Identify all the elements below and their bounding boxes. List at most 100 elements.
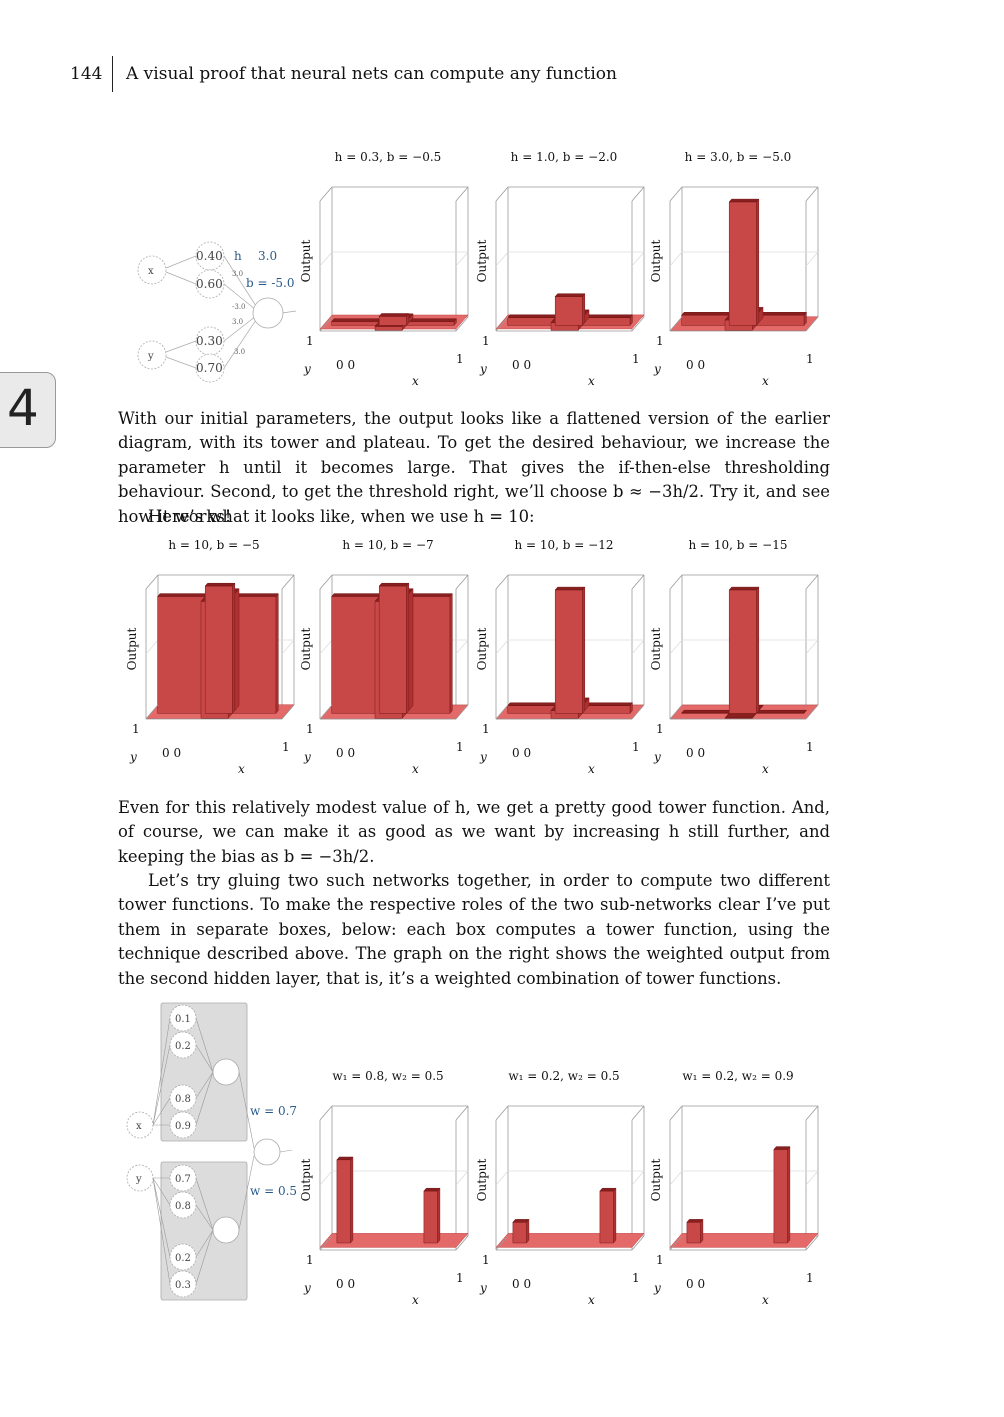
- y-tick-1: 1: [482, 722, 490, 736]
- chapter-tab-number: 4: [7, 379, 39, 437]
- input-x-label: x: [136, 1121, 142, 1132]
- z-axis-label: Output: [475, 240, 489, 283]
- network-diagram-1: x y 0.400.600.300.70 h 3.0 b = -5.0 3.0 …: [137, 241, 297, 383]
- surface: [669, 198, 819, 331]
- x-axis-label: x: [762, 762, 769, 776]
- y-axis-label: y: [303, 1281, 311, 1295]
- origin-ticks: 0 0: [162, 746, 181, 760]
- plot-title: h = 10, b = −15: [689, 538, 788, 552]
- output-node: [252, 297, 284, 329]
- input-node-x: [126, 1111, 154, 1139]
- x-axis-label: x: [588, 374, 595, 388]
- hidden-node: [169, 1164, 197, 1192]
- figure-3: x y 0.1 0.2 0.8 0.9 0.7 0.8 0.2 0.3 w = 0.7 w =…: [126, 1002, 819, 1307]
- hidden-node-label: 0.2: [175, 1041, 191, 1052]
- z-axis-label: Output: [299, 628, 313, 671]
- plot-3d: w₁ = 0.2, w₂ = 0.5 Output 1 y 0 0 1 x: [475, 1069, 645, 1307]
- y-tick-1: 1: [656, 334, 664, 348]
- y-tick-1: 1: [306, 722, 314, 736]
- network-diagram-2: x y 0.1 0.2 0.8 0.9 0.7 0.8 0.2 0.3 w = 0.7 w =…: [126, 1002, 297, 1301]
- x-tick-1: 1: [632, 1271, 640, 1285]
- plot-title: h = 0.3, b = −0.5: [335, 150, 442, 164]
- input-node-x: [137, 255, 167, 285]
- plot-title: h = 10, b = −5: [168, 538, 259, 552]
- origin-ticks: 0 0: [686, 358, 705, 372]
- plot-title: w₁ = 0.8, w₂ = 0.5: [332, 1069, 443, 1083]
- hidden-node: [169, 1191, 197, 1219]
- y-tick-1: 1: [306, 334, 314, 348]
- w2-label: w = 0.5: [250, 1184, 297, 1198]
- surface: [319, 582, 469, 720]
- z-axis-label: Output: [649, 240, 663, 283]
- surface: [495, 293, 645, 331]
- h-value: 3.0: [258, 249, 277, 263]
- origin-ticks: 0 0: [336, 746, 355, 760]
- hidden-node-label: 0.8: [175, 1201, 191, 1212]
- plot-3d: w₁ = 0.2, w₂ = 0.9 Output 1 y 0 0 1 x: [649, 1069, 819, 1307]
- x-tick-1: 1: [456, 1271, 464, 1285]
- input-node-y: [126, 1164, 154, 1192]
- origin-ticks: 0 0: [686, 746, 705, 760]
- y-axis-label: y: [479, 1281, 487, 1295]
- origin-ticks: 0 0: [336, 1277, 355, 1291]
- surface: [145, 582, 295, 719]
- paragraph-2: Here’s what it looks like, when we use h…: [148, 507, 535, 526]
- plot-3d: h = 10, b = −15 Output 1 y 0 0 1 x: [649, 538, 819, 776]
- page-number: 144: [70, 64, 103, 84]
- plot-title: w₁ = 0.2, w₂ = 0.5: [508, 1069, 619, 1083]
- y-tick-1: 1: [656, 722, 664, 736]
- chapter-title: A visual proof that neural nets can comp…: [126, 64, 617, 84]
- surface: [669, 586, 819, 720]
- hidden-node: [169, 1111, 197, 1139]
- input-node-y: [137, 340, 167, 370]
- hidden-node-label: 0.70: [196, 361, 223, 375]
- chapter-tab: 4: [0, 372, 56, 448]
- y-tick-1: 1: [132, 722, 140, 736]
- origin-ticks: 0 0: [512, 1277, 531, 1291]
- origin-ticks: 0 0: [512, 358, 531, 372]
- y-axis-label: y: [653, 1281, 661, 1295]
- figure-1: x y 0.400.600.300.70 h 3.0 b = -5.0 3.0 …: [137, 150, 819, 388]
- plot-3d: h = 0.3, b = −0.5 Output 1 y 0 0 1 x: [299, 150, 469, 388]
- plot-title: w₁ = 0.2, w₂ = 0.9: [682, 1069, 793, 1083]
- hidden-node-label: 0.9: [175, 1121, 191, 1132]
- z-axis-label: Output: [649, 1159, 663, 1202]
- x-tick-1: 1: [806, 740, 814, 754]
- y-tick-1: 1: [656, 1253, 664, 1267]
- y-axis-label: y: [303, 362, 311, 376]
- plot-title: h = 3.0, b = −5.0: [685, 150, 792, 164]
- hidden-node: [169, 1084, 197, 1112]
- z-axis-label: Output: [475, 628, 489, 671]
- hidden-node-label: 0.2: [175, 1253, 191, 1264]
- hidden-node: [195, 353, 225, 383]
- y-tick-1: 1: [482, 334, 490, 348]
- b-label: b = -5.0: [246, 276, 295, 290]
- page-header: 144 A visual proof that neural nets can …: [0, 56, 1004, 94]
- origin-ticks: 0 0: [686, 1277, 705, 1291]
- weight-label-1: 3.0: [232, 270, 243, 278]
- hidden-node-label: 0.3: [175, 1280, 191, 1291]
- input-x-label: x: [148, 266, 154, 277]
- y-axis-label: y: [479, 750, 487, 764]
- hidden-node-label: 0.40: [196, 249, 223, 263]
- hidden-node: [195, 269, 225, 299]
- x-axis-label: x: [588, 1293, 595, 1307]
- origin-ticks: 0 0: [512, 746, 531, 760]
- origin-ticks: 0 0: [336, 358, 355, 372]
- plot-3d: h = 10, b = −5 Output 1 y 0 0 1 x: [125, 538, 295, 776]
- hidden-node: [169, 1031, 197, 1059]
- plot-3d: h = 3.0, b = −5.0 Output 1 y 0 0 1 x: [649, 150, 819, 388]
- x-axis-label: x: [588, 762, 595, 776]
- paragraph-1: With our initial parameters, the output …: [118, 409, 830, 526]
- paragraph-4: Let’s try gluing two such networks toget…: [118, 871, 830, 988]
- y-tick-1: 1: [306, 1253, 314, 1267]
- weight-label-3: 3.0: [232, 318, 243, 326]
- hidden-node-label: 0.8: [175, 1094, 191, 1105]
- z-axis-label: Output: [475, 1159, 489, 1202]
- z-axis-label: Output: [125, 628, 139, 671]
- y-axis-label: y: [303, 750, 311, 764]
- surface: [495, 586, 645, 720]
- plot-3d: h = 10, b = −12 Output 1 y 0 0 1 x: [475, 538, 645, 776]
- hidden-node: [169, 1004, 197, 1032]
- input-y-label: y: [147, 351, 154, 362]
